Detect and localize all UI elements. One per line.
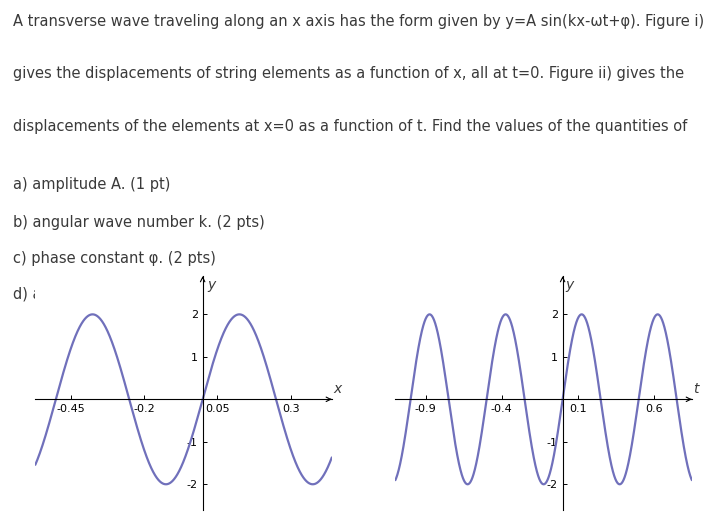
Text: displacements of the elements at x=0 as a function of t. Find the values of the : displacements of the elements at x=0 as … [13,119,687,134]
Text: t: t [693,382,699,396]
Text: A transverse wave traveling along an x axis has the form given by y=A sin(kx-ωt+: A transverse wave traveling along an x a… [13,14,704,29]
Text: y: y [566,278,574,292]
Text: d) angular frequency ω. (2 pts): d) angular frequency ω. (2 pts) [13,287,241,302]
Text: a) amplitude A. (1 pt): a) amplitude A. (1 pt) [13,177,170,192]
Text: c) phase constant φ. (2 pts): c) phase constant φ. (2 pts) [13,251,215,266]
Text: x: x [333,382,342,396]
Text: b) angular wave number k. (2 pts): b) angular wave number k. (2 pts) [13,216,265,230]
Text: y: y [207,278,215,292]
Text: gives the displacements of string elements as a function of x, all at t=0. Figur: gives the displacements of string elemen… [13,66,684,81]
